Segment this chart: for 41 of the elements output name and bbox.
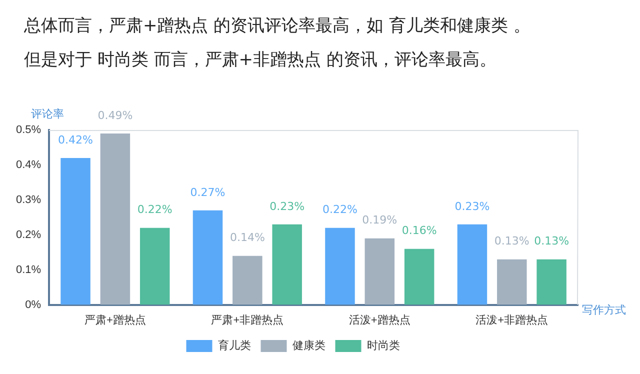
data-label: 0.27% [190, 186, 226, 199]
bar [192, 210, 223, 305]
data-label: 0.16% [402, 224, 437, 238]
y-tick-label: 0% [25, 298, 42, 311]
x-tick-label: 严肃+非蹭热点 [211, 313, 284, 326]
data-label: 0.42% [58, 133, 93, 146]
x-tick-label: 活泼+蹭热点 [348, 313, 410, 326]
y-tick-label: 0.4% [16, 158, 42, 171]
bar [272, 224, 302, 305]
bar [60, 158, 90, 305]
data-label: 0.19% [362, 214, 398, 227]
bar [100, 133, 130, 305]
y-tick-label: 0.1% [16, 264, 42, 276]
legend-label: 健康类 [292, 339, 326, 352]
chart-title: 总体而言，严肃+蹭热点 的资讯评论率最高，如 育儿类和健康类 。 [24, 15, 530, 37]
y-tick-label: 0.2% [16, 228, 42, 241]
legend-label: 育儿类 [218, 339, 251, 352]
bar [325, 228, 355, 305]
legend-label: 时尚类 [366, 339, 400, 352]
data-label: 0.22% [137, 203, 172, 216]
chart-subtitle: 但是对于 时尚类 而言，严肃+非蹭热点 的资讯，评论率最高。 [24, 49, 496, 71]
y-tick-label: 0.5% [16, 124, 42, 136]
bar [457, 224, 488, 305]
bar [232, 256, 262, 305]
data-label: 0.22% [322, 203, 358, 216]
data-label: 0.13% [534, 234, 570, 248]
bar [497, 259, 527, 305]
data-label: 0.23% [454, 200, 490, 213]
bar [140, 228, 170, 305]
data-label: 0.14% [230, 231, 265, 244]
x-tick-label: 严肃+蹭热点 [84, 313, 146, 326]
data-label: 0.13% [494, 234, 530, 248]
x-tick-label: 活泼+非蹭热点 [476, 313, 548, 326]
y-tick-label: 0.3% [16, 194, 42, 206]
bar [404, 248, 434, 305]
data-label: 0.49% [98, 108, 133, 122]
bar [536, 259, 566, 305]
data-label: 0.23% [270, 200, 305, 213]
bar [364, 238, 395, 305]
y-axis-title: 评论率 [31, 107, 64, 120]
x-axis-title: 写作方式 [582, 304, 626, 317]
